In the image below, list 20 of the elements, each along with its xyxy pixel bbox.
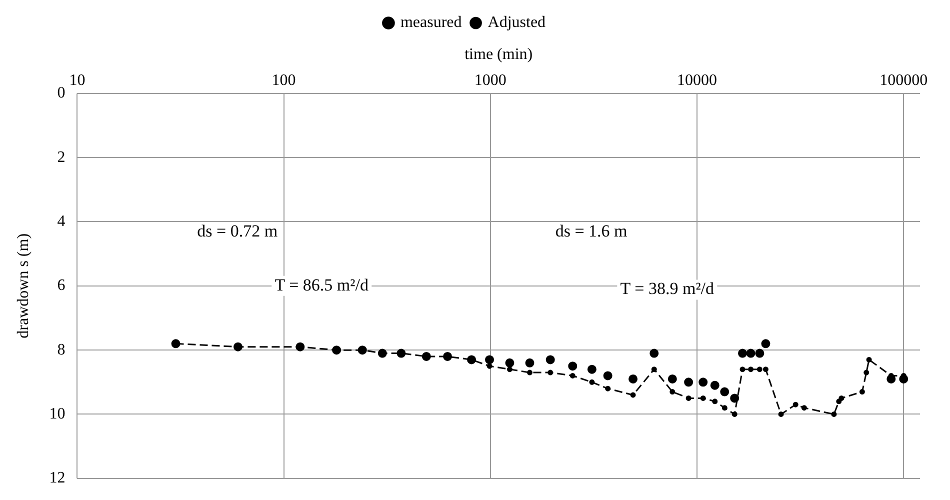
y-axis-title: drawdown s (m) bbox=[14, 233, 32, 338]
annotation: T = 38.9 m²/d bbox=[620, 279, 715, 298]
y-tick-label: 2 bbox=[57, 148, 66, 166]
x-tick-label: 100000 bbox=[880, 72, 928, 90]
legend-label: Adjusted bbox=[488, 14, 546, 32]
y-tick-label: 6 bbox=[57, 277, 66, 294]
x-tick-label: 10000 bbox=[677, 72, 718, 90]
x-tick-label: 1000 bbox=[474, 72, 506, 90]
x-tick-label: 10 bbox=[69, 72, 86, 90]
y-tick-label: 10 bbox=[49, 405, 66, 422]
annotation: T = 86.5 m²/d bbox=[274, 275, 369, 294]
y-tick-label: 8 bbox=[57, 341, 66, 358]
y-tick-label: 0 bbox=[57, 84, 66, 102]
y-tick-label: 4 bbox=[57, 212, 66, 230]
x-tick-label: 100 bbox=[272, 72, 296, 90]
x-axis-title: time (min) bbox=[464, 46, 533, 63]
annotation: ds = 1.6 m bbox=[555, 221, 628, 240]
legend-label: measured bbox=[400, 14, 462, 32]
annotation: ds = 0.72 m bbox=[197, 221, 278, 240]
y-tick-label: 12 bbox=[49, 470, 66, 487]
